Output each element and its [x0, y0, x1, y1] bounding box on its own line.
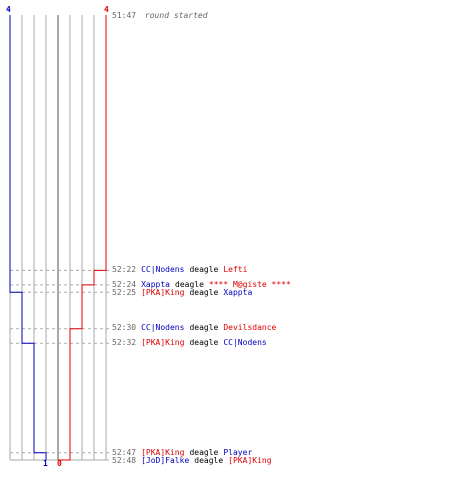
event-weapon: deagle	[175, 280, 204, 289]
event-time: 52:32	[112, 338, 136, 347]
event-row: 52:48 [JoD]Falke deagle [PKA]King	[112, 456, 272, 465]
grid-lines	[9, 15, 107, 461]
event-row: 52:22 CC|Nodens deagle Lefti	[112, 265, 248, 274]
event-time: 52:48	[112, 456, 136, 465]
event-victim: CC|Nodens	[223, 338, 267, 347]
event-victim: Player	[223, 448, 252, 457]
red-team-alive-line	[58, 15, 107, 461]
event-row: 52:25 [PKA]King deagle Xappta	[112, 288, 252, 297]
event-time: 52:30	[112, 323, 136, 332]
event-killer: Xappta	[141, 280, 170, 289]
event-killer: [PKA]King	[141, 448, 185, 457]
event-time: 52:24	[112, 280, 136, 289]
event-weapon: deagle	[189, 448, 218, 457]
event-victim: Lefti	[223, 265, 247, 274]
event-victim: Xappta	[223, 288, 252, 297]
event-time: 52:22	[112, 265, 136, 274]
event-killer: [PKA]King	[141, 338, 185, 347]
event-row: 52:32 [PKA]King deagle CC|Nodens	[112, 338, 267, 347]
event-row: 52:24 Xappta deagle **** M@giste ****	[112, 280, 291, 289]
event-time: 52:25	[112, 288, 136, 297]
event-victim: **** M@giste ****	[209, 280, 291, 289]
round-start-label: 51:47 round started	[112, 11, 208, 20]
event-victim: [PKA]King	[228, 456, 272, 465]
round-start-text: round started	[145, 11, 208, 20]
event-killer: CC|Nodens	[141, 265, 185, 274]
event-weapon: deagle	[189, 323, 218, 332]
red-end-count: 0	[57, 459, 62, 468]
event-killer: [JoD]Falke	[141, 456, 189, 465]
event-victim: Devilsdance	[223, 323, 276, 332]
blue-start-count: 4	[6, 5, 11, 14]
event-killer: CC|Nodens	[141, 323, 185, 332]
event-weapon: deagle	[194, 456, 223, 465]
event-guide-lines	[10, 269, 110, 461]
event-list: 52:22 CC|Nodens deagle Lefti 52:24 Xappta deag…	[112, 265, 291, 465]
event-row: 52:30 CC|Nodens deagle Devilsdance	[112, 323, 277, 332]
event-weapon: deagle	[189, 288, 218, 297]
blue-end-count: 1	[43, 459, 48, 468]
event-weapon: deagle	[189, 265, 218, 274]
event-weapon: deagle	[189, 338, 218, 347]
blue-team-alive-line	[9, 15, 47, 460]
red-start-count: 4	[104, 5, 109, 14]
round-start-time: 51:47	[112, 11, 136, 20]
event-time: 52:47	[112, 448, 136, 457]
event-killer: [PKA]King	[141, 288, 185, 297]
event-row: 52:47 [PKA]King deagle Player	[112, 448, 252, 457]
